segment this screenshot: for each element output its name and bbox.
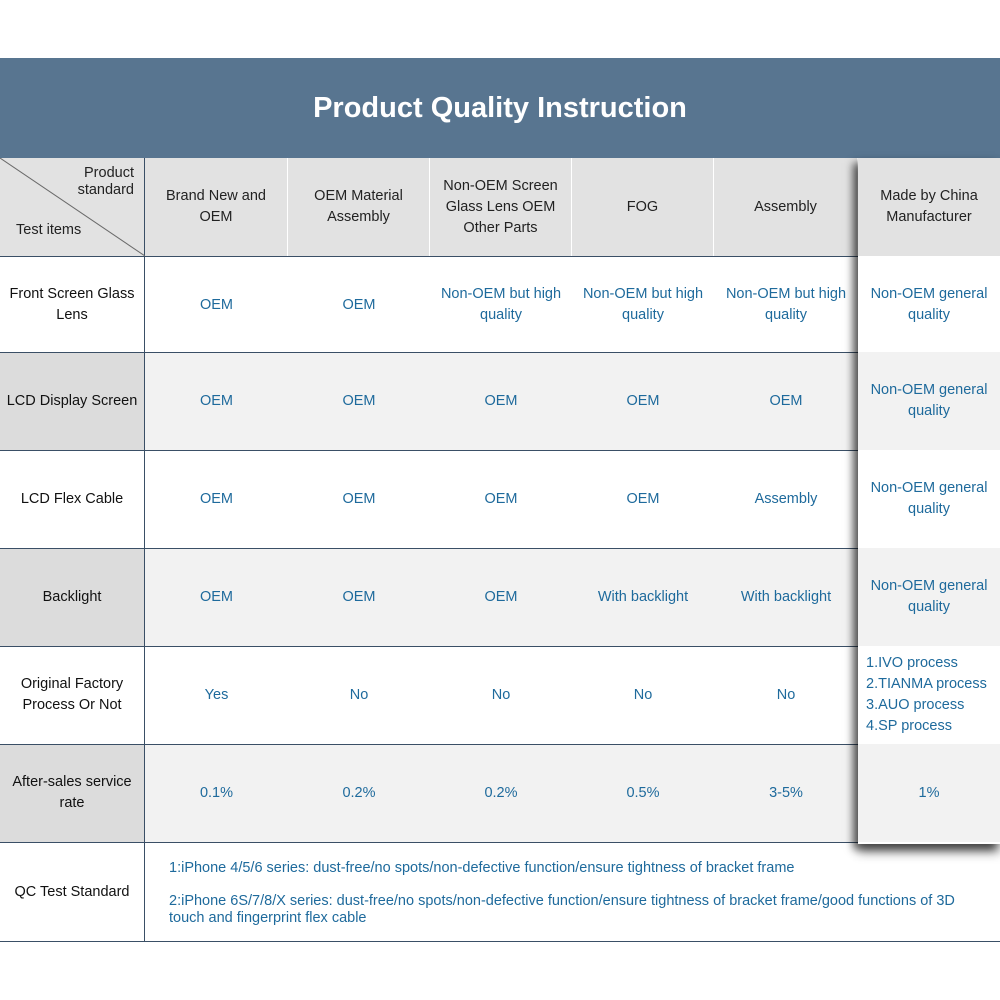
- corner-header: Product standard Test items: [0, 158, 145, 256]
- row-divider: [0, 646, 858, 647]
- table-cell: No: [633, 686, 653, 703]
- qc-label: QC Test Standard: [0, 842, 145, 942]
- table-cell: OEM: [288, 548, 430, 646]
- column-header: FOG: [572, 158, 714, 256]
- table-cell: Non-OEM but high quality: [582, 286, 704, 323]
- process-item: 4.SP process: [866, 718, 952, 734]
- row-label: Front Screen Glass Lens: [0, 256, 145, 354]
- column-header: Non-OEM Screen Glass Lens OEM Other Part…: [430, 158, 572, 256]
- diagonal-divider: [0, 158, 145, 256]
- column-header: Brand New and OEM: [145, 158, 288, 256]
- table-cell: No: [349, 686, 369, 703]
- table-cell: OEM: [572, 352, 714, 450]
- qc-standard-text: 1:iPhone 4/5/6 series: dust-free/no spot…: [145, 842, 1000, 942]
- table-cell: Yes: [204, 686, 229, 703]
- china-manufacturer-column: Made by China Manufacturer Non-OEM genera…: [858, 158, 1000, 844]
- row-divider: [0, 842, 1000, 843]
- table-cell: With backlight: [572, 548, 714, 646]
- row-divider: [0, 450, 858, 451]
- corner-test-items: Test items: [16, 222, 82, 238]
- row-label: Backlight: [0, 548, 145, 646]
- table-cell: OEM: [430, 352, 572, 450]
- row-divider: [0, 352, 858, 353]
- row-label: After-sales service rate: [0, 744, 145, 842]
- table-cell: Assembly: [754, 490, 818, 507]
- table-cell: 0.5%: [572, 744, 714, 842]
- china-process-list: 1.IVO process 2.TIANMA process 3.AUO proce…: [858, 646, 1000, 744]
- quality-table: Product Quality Instruction Product stan…: [0, 58, 1000, 942]
- row-label: LCD Display Screen: [0, 352, 145, 450]
- column-header: Assembly: [714, 158, 858, 256]
- qc-line-1: 1:iPhone 4/5/6 series: dust-free/no spot…: [169, 860, 795, 876]
- table-cell: 0.1%: [145, 744, 288, 842]
- table-title: Product Quality Instruction: [0, 58, 1000, 158]
- row-divider: [0, 256, 858, 257]
- table-cell: Non-OEM but high quality: [440, 286, 562, 323]
- table-cell: Non-OEM but high quality: [725, 286, 847, 323]
- column-header-china: Made by China Manufacturer: [858, 158, 1000, 256]
- table-cell: No: [776, 686, 796, 703]
- table-cell: OEM: [430, 548, 572, 646]
- table-cell-china: Non-OEM general quality: [858, 352, 1000, 450]
- row-label: LCD Flex Cable: [0, 450, 145, 548]
- table-cell: OEM: [342, 296, 376, 313]
- process-item: 3.AUO process: [866, 697, 965, 713]
- row-divider: [0, 744, 858, 745]
- qc-line-2: 2:iPhone 6S/7/8/X series: dust-free/no s…: [169, 893, 955, 926]
- table-cell-china: 1%: [858, 744, 1000, 842]
- row-label: Original Factory Process Or Not: [0, 646, 145, 744]
- table-cell: OEM: [145, 548, 288, 646]
- table-cell-china: Non-OEM general quality: [870, 480, 988, 517]
- corner-product-standard: Product standard: [77, 165, 134, 198]
- table-cell: OEM: [714, 352, 858, 450]
- table-cell: OEM: [626, 490, 660, 507]
- table-cell-china: Non-OEM general quality: [858, 548, 1000, 646]
- process-item: 1.IVO process: [866, 655, 958, 671]
- table-cell: OEM: [288, 352, 430, 450]
- row-divider: [0, 548, 858, 549]
- table-cell: OEM: [199, 490, 234, 507]
- table-cell: OEM: [145, 352, 288, 450]
- table-cell-china: Non-OEM general quality: [870, 286, 988, 323]
- table-cell: OEM: [484, 490, 518, 507]
- table-cell: OEM: [342, 490, 376, 507]
- table-cell: 0.2%: [288, 744, 430, 842]
- column-header: OEM Material Assembly: [288, 158, 430, 256]
- table-cell: With backlight: [714, 548, 858, 646]
- table-cell: 3-5%: [714, 744, 858, 842]
- table-cell: OEM: [199, 296, 234, 313]
- table-cell: 0.2%: [430, 744, 572, 842]
- table-cell: No: [491, 686, 511, 703]
- process-item: 2.TIANMA process: [866, 676, 987, 692]
